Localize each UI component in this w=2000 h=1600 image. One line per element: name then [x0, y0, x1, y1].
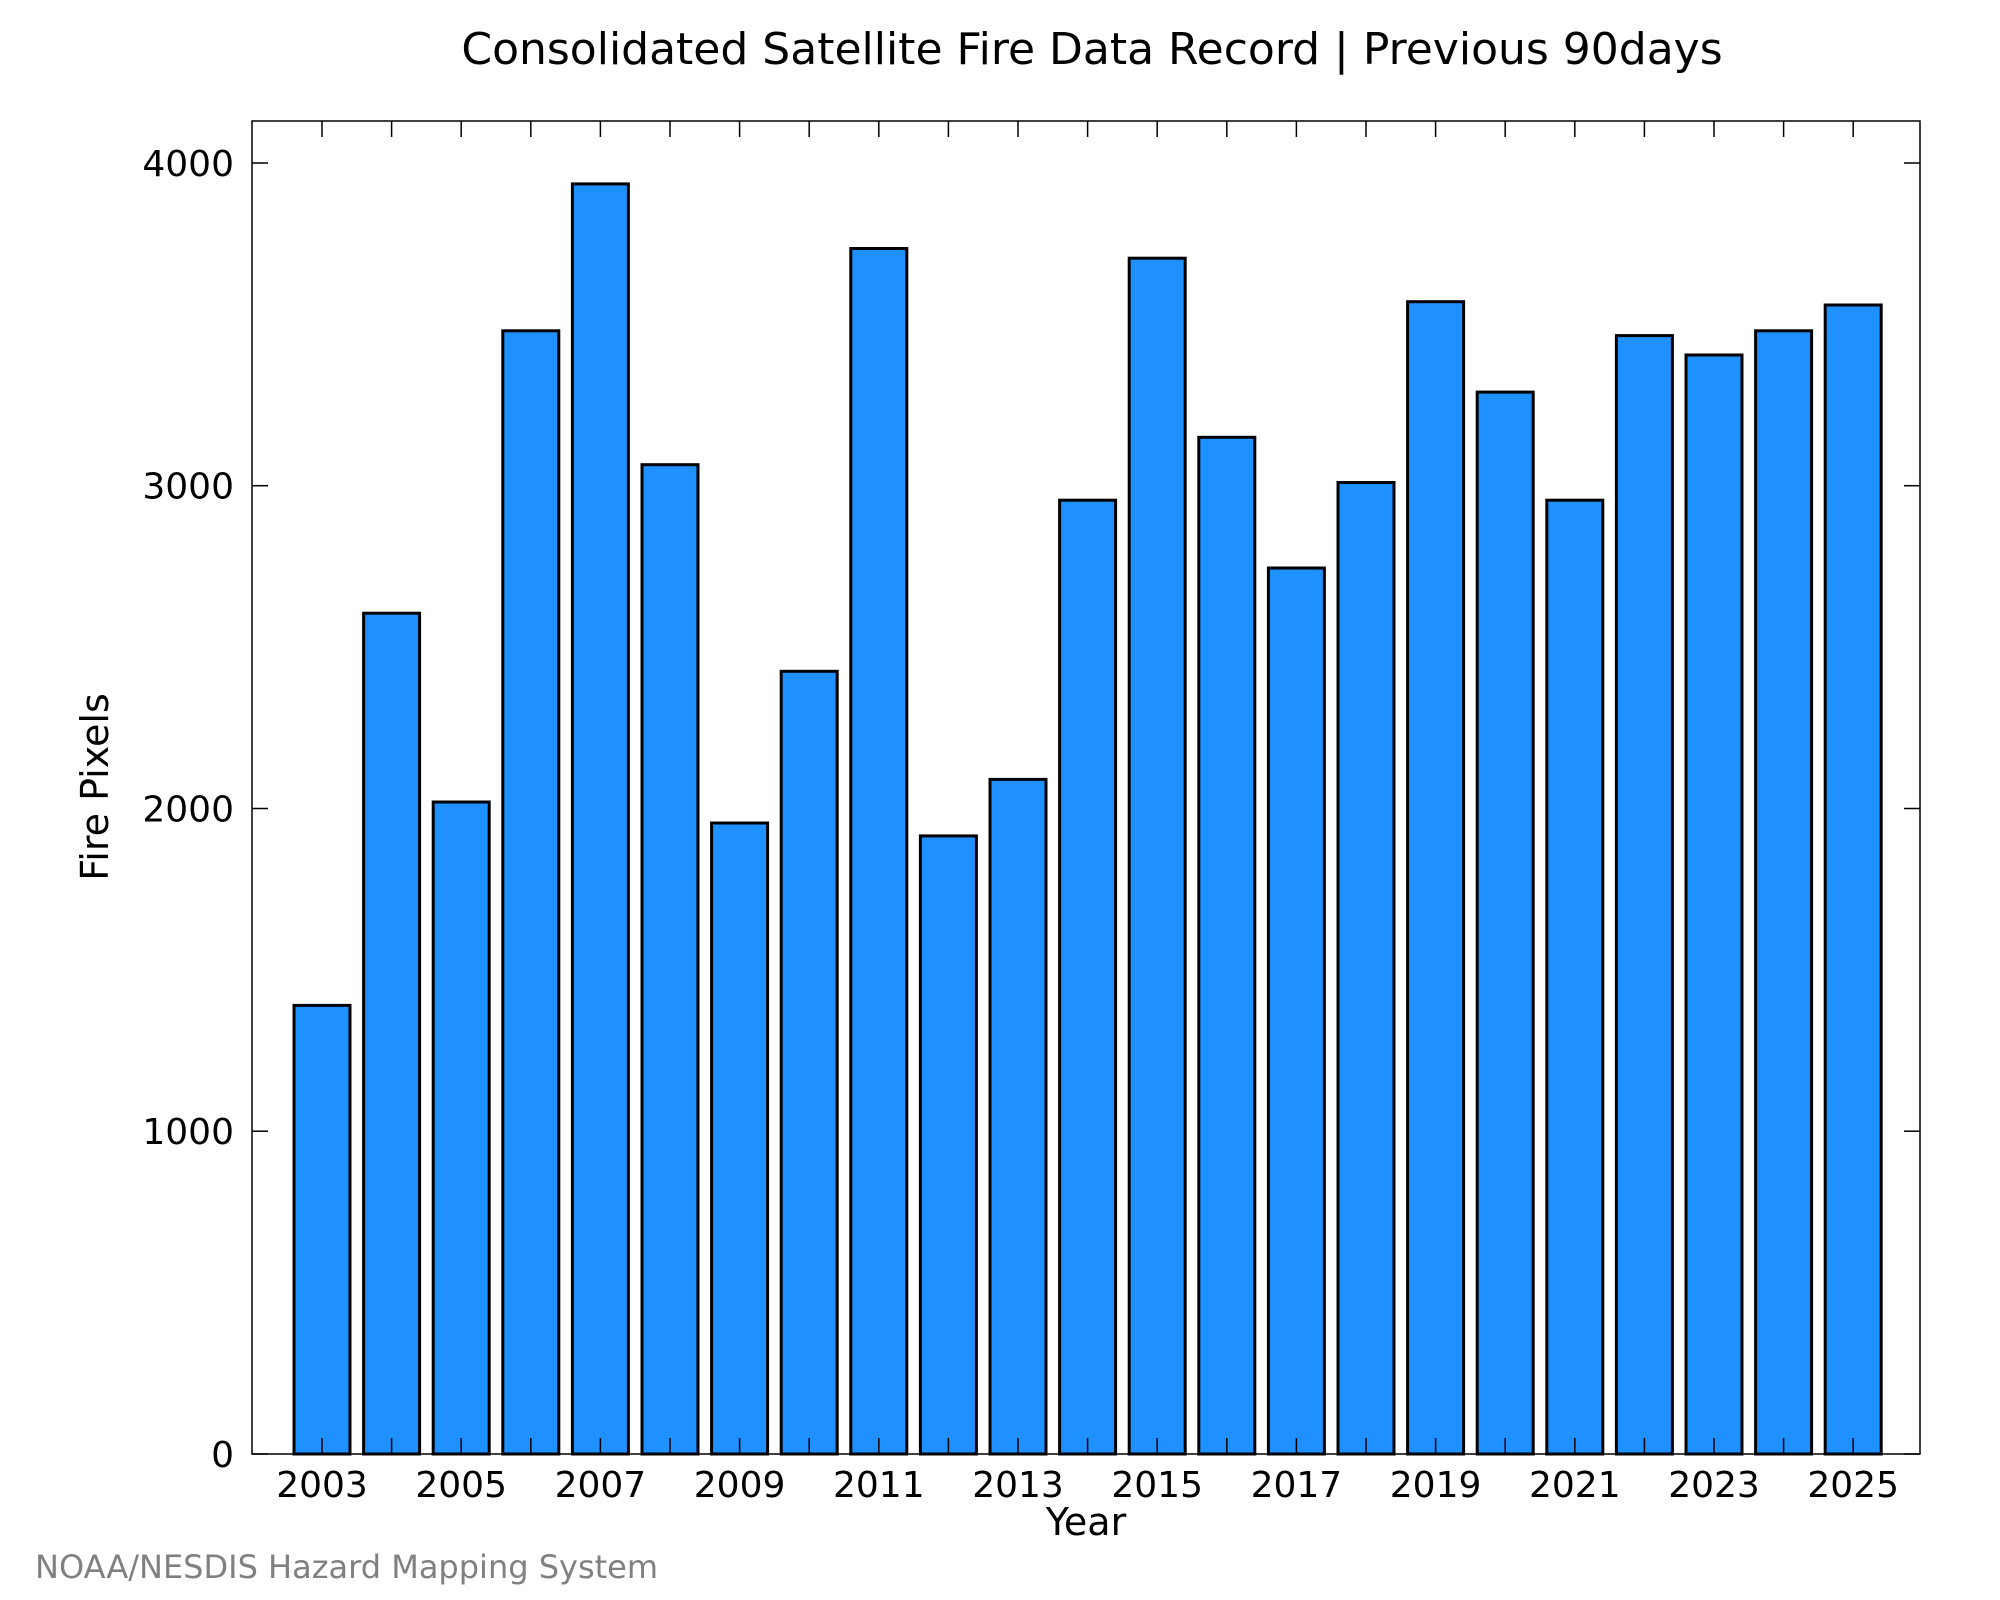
- x-axis-label: Year: [1045, 1500, 1127, 1544]
- bar-2019: [1406, 300, 1466, 1456]
- y-tick-label-2000: 2000: [142, 790, 234, 831]
- bar-2003: [292, 1003, 352, 1456]
- bar-2005: [431, 800, 491, 1456]
- bar-2023: [1684, 353, 1744, 1456]
- x-tick-label-2009: 2009: [694, 1465, 786, 1506]
- bar-2009: [710, 821, 770, 1456]
- x-tick-label-2005: 2005: [415, 1465, 507, 1506]
- x-tick-label-2015: 2015: [1111, 1465, 1203, 1506]
- bars-group: [292, 182, 1883, 1456]
- y-axis-label: Fire Pixels: [73, 693, 117, 881]
- x-tick-label-2017: 2017: [1251, 1465, 1343, 1506]
- bar-2015: [1127, 256, 1187, 1456]
- bar-2013: [988, 777, 1048, 1456]
- bar-2010: [779, 669, 839, 1456]
- y-tick-label-4000: 4000: [142, 144, 234, 185]
- y-tick-label-0: 0: [211, 1435, 234, 1476]
- bar-2004: [362, 611, 422, 1456]
- credit-text: NOAA/NESDIS Hazard Mapping System: [35, 1548, 658, 1586]
- x-tick-label-2025: 2025: [1807, 1465, 1899, 1506]
- bar-2008: [640, 463, 700, 1456]
- bar-2014: [1058, 498, 1118, 1456]
- bar-2024: [1754, 329, 1814, 1456]
- bar-2018: [1336, 481, 1396, 1456]
- bar-2025: [1823, 303, 1883, 1456]
- bar-2017: [1266, 566, 1326, 1456]
- x-tick-label-2019: 2019: [1390, 1465, 1482, 1506]
- chart-title: Consolidated Satellite Fire Data Record …: [461, 24, 1722, 75]
- x-tick-label-2023: 2023: [1668, 1465, 1760, 1506]
- bar-2006: [501, 329, 561, 1456]
- plot-frame: [251, 120, 1921, 1455]
- bar-2022: [1614, 334, 1674, 1456]
- bar-2011: [849, 247, 909, 1456]
- x-tick-label-2013: 2013: [972, 1465, 1064, 1506]
- y-tick-label-1000: 1000: [142, 1112, 234, 1153]
- bar-2021: [1545, 498, 1605, 1456]
- bar-2007: [570, 182, 630, 1456]
- bar-2020: [1475, 390, 1535, 1456]
- bar-2012: [918, 834, 978, 1456]
- x-tick-label-2003: 2003: [276, 1465, 368, 1506]
- x-ticks-group: 2003 2005 2007 2009 2011 2013 2015 2017 2019 2021…: [276, 121, 1899, 1506]
- bar-2016: [1197, 435, 1257, 1456]
- x-tick-label-2021: 2021: [1529, 1465, 1621, 1506]
- y-tick-label-3000: 3000: [142, 467, 234, 508]
- x-tick-label-2011: 2011: [833, 1465, 925, 1506]
- x-tick-label-2007: 2007: [555, 1465, 647, 1506]
- y-ticks-group: 0 1000 2000 3000 4000: [142, 144, 1920, 1476]
